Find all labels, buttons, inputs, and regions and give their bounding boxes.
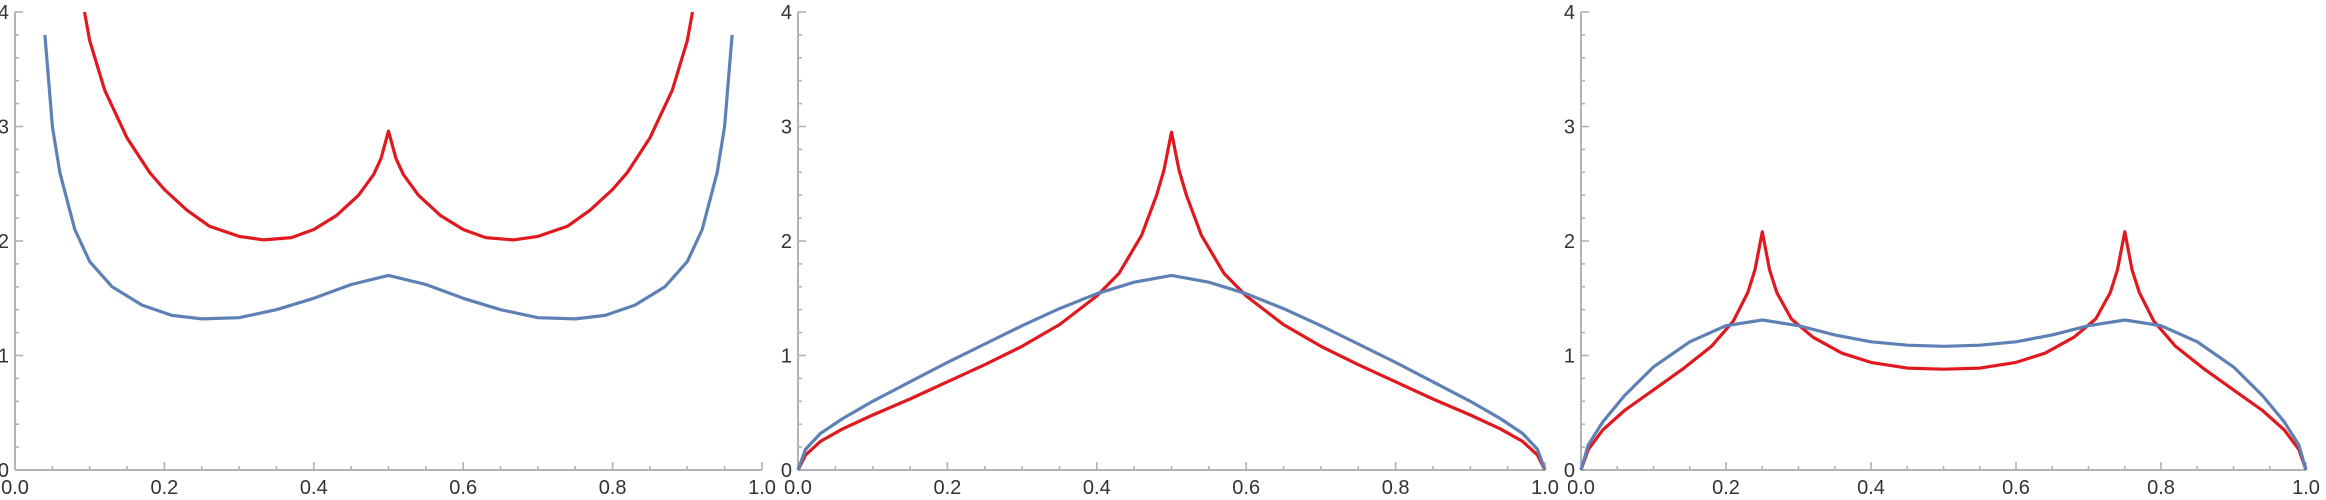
x-tick-label: 0.0 (1, 477, 29, 499)
chart-panel-3: 0.0 0.2 0.4 0.6 0.8 1.0 0 1 2 3 4 (1564, 2, 2320, 499)
y-tick-label: 2 (781, 231, 792, 253)
chart-panel-2: 0.0 0.2 0.4 0.6 0.8 1.0 0 1 2 3 4 (781, 2, 1559, 499)
series-line-1 (796, 130, 1547, 471)
y-tick-label: 3 (0, 117, 9, 139)
series-line-2 (43, 34, 734, 321)
y-tick-label: 4 (0, 2, 9, 24)
y-tick-label: 2 (1564, 231, 1575, 253)
x-tick-label: 0.2 (150, 477, 178, 499)
x-tick-label: 0.6 (2002, 477, 2030, 499)
y-tick-label: 0 (781, 460, 792, 482)
x-tick-label: 0.8 (1382, 477, 1410, 499)
y-tick-label: 0 (0, 460, 9, 482)
x-tick-label: 1.0 (1531, 477, 1559, 499)
chart-panel-1: 0.0 0.2 0.4 0.6 0.8 1.0 0 1 2 3 4 (0, 2, 776, 499)
x-tick-label: 1.0 (2292, 477, 2320, 499)
x-tick-label: 0.0 (784, 477, 812, 499)
y-tick-label: 3 (1564, 117, 1575, 139)
x-tick-label: 0.4 (300, 477, 328, 499)
series-line-2 (1579, 318, 2308, 471)
x-tick-label: 0.2 (1712, 477, 1740, 499)
y-tick-label: 3 (781, 117, 792, 139)
x-tick-label: 1.0 (748, 477, 776, 499)
y-tick-label: 1 (1564, 346, 1575, 368)
x-tick-label: 0.2 (933, 477, 961, 499)
x-tick-label: 0.0 (1567, 477, 1595, 499)
x-tick-label: 0.8 (2147, 477, 2175, 499)
y-tick-label: 1 (0, 346, 9, 368)
y-tick-label: 0 (1564, 460, 1575, 482)
y-tick-label: 4 (1564, 2, 1575, 24)
y-tick-label: 1 (781, 346, 792, 368)
x-tick-label: 0.4 (1083, 477, 1111, 499)
y-tick-label: 4 (781, 2, 792, 24)
x-tick-label: 0.6 (1232, 477, 1260, 499)
x-tick-label: 0.4 (1857, 477, 1885, 499)
series-line-2 (796, 273, 1547, 471)
x-tick-label: 0.6 (449, 477, 477, 499)
series-line-1 (1579, 230, 2308, 471)
x-tick-label: 0.8 (599, 477, 627, 499)
y-tick-label: 2 (0, 231, 9, 253)
series-line-1 (82, 11, 695, 242)
